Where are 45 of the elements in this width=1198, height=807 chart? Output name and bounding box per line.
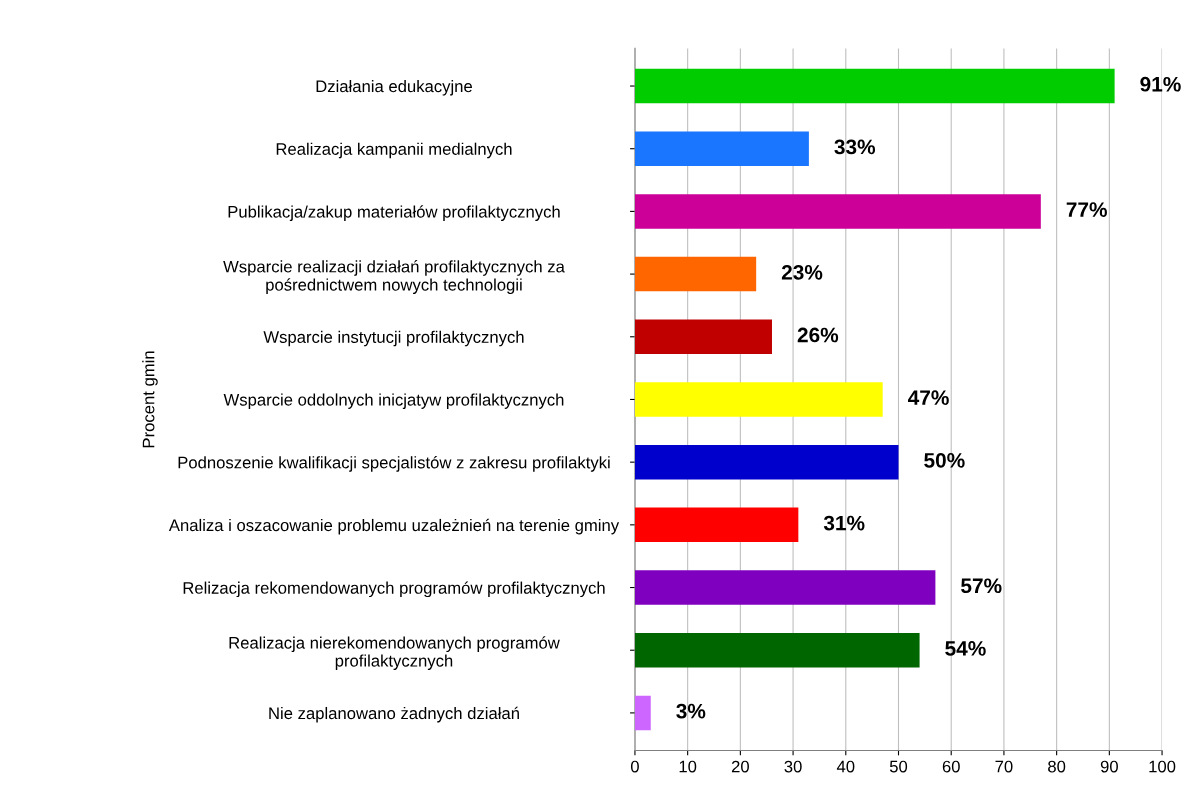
data-label: 26% xyxy=(797,327,839,343)
x-tick-label: 100 xyxy=(1149,760,1176,773)
x-tick-label: 10 xyxy=(679,760,697,773)
x-tick-label: 30 xyxy=(784,760,802,773)
data-label: 50% xyxy=(924,452,965,468)
y-axis-title: Procent gmin xyxy=(142,351,158,448)
x-tick-label: 70 xyxy=(995,760,1013,773)
y-tick-label: Realizacja nierekomendowanych programów profilaktycznych xyxy=(229,636,560,670)
bar xyxy=(634,507,799,543)
x-tick-label: 0 xyxy=(630,760,639,773)
data-label: 57% xyxy=(961,578,1002,594)
y-tick-label: Działania edukacyjne xyxy=(316,79,472,96)
bar xyxy=(634,131,809,166)
y-tick-label: Realizacja kampanii medialnych xyxy=(276,142,512,159)
y-tick-label: Publikacja/zakup materiałów profilaktycznych xyxy=(228,205,560,221)
x-tick-label: 20 xyxy=(731,760,749,773)
x-tick-label: 60 xyxy=(942,760,960,773)
bar xyxy=(634,632,920,668)
data-label: 54% xyxy=(945,641,986,656)
y-tick-label: Podnoszenie kwalifikacji specjalistów z zakresu profilaktyki xyxy=(178,456,610,472)
y-tick-label: Wsparcie instytucji profilaktycznych xyxy=(263,330,524,347)
data-label: 91% xyxy=(1140,76,1181,92)
data-label: 23% xyxy=(781,264,823,280)
y-tick-label: Nie zaplanowano żadnych działań xyxy=(269,706,519,723)
data-label: 77% xyxy=(1066,202,1107,217)
bar xyxy=(634,570,936,605)
x-tick-label: 40 xyxy=(836,760,855,773)
data-label: 33% xyxy=(834,139,876,155)
x-tick-label: 90 xyxy=(1100,760,1118,773)
x-tick-label: 50 xyxy=(889,760,908,773)
bar xyxy=(634,194,1041,229)
y-tick-label: Wsparcie oddolnych inicjatyw profilaktycznych xyxy=(223,393,564,409)
bar xyxy=(634,695,651,731)
data-label: 3% xyxy=(676,703,706,719)
bar xyxy=(634,382,883,417)
data-label: 47% xyxy=(908,390,949,406)
bar xyxy=(634,256,757,292)
bar xyxy=(634,68,1115,104)
bar xyxy=(634,319,772,355)
bar xyxy=(634,444,899,480)
data-label: 31% xyxy=(823,515,865,531)
y-tick-label: Wsparcie realizacji działań profilaktycznych za pośrednictwem nowych technologii xyxy=(223,260,565,295)
y-tick-label: Analiza i oszacowanie problemu uzależnień na terenie gminy xyxy=(168,518,620,535)
y-tick-label: Relizacja rekomendowanych programów profilaktycznych xyxy=(183,581,605,598)
x-tick-label: 80 xyxy=(1048,760,1066,773)
